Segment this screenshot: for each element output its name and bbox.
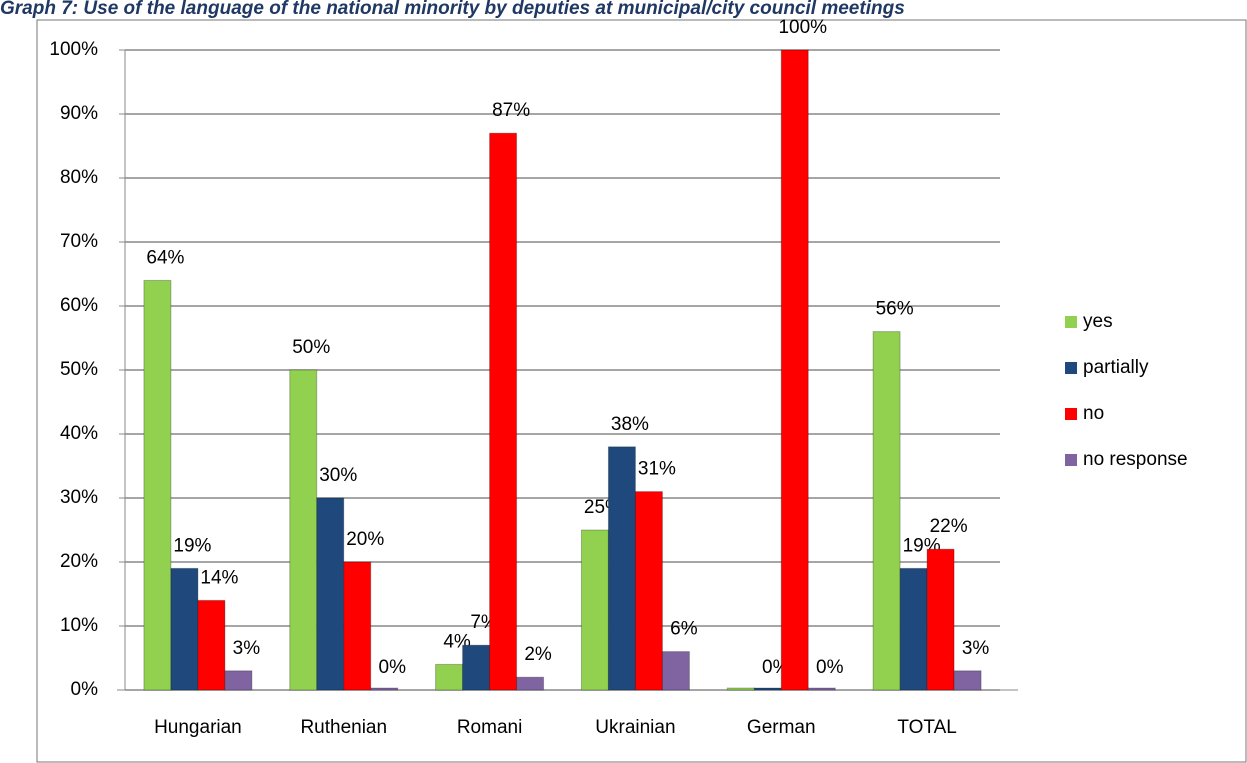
bar xyxy=(143,279,172,691)
bar xyxy=(926,548,955,691)
bar xyxy=(726,687,755,691)
legend-label: no xyxy=(1083,403,1104,424)
value-label: 56% xyxy=(876,299,914,320)
y-tick-label: 70% xyxy=(60,231,98,252)
y-tick-label: 80% xyxy=(60,167,98,188)
y-tick-label: 60% xyxy=(60,295,98,316)
chart-title: Graph 7: Use of the language of the nati… xyxy=(0,0,905,19)
bar xyxy=(753,687,782,691)
y-tick-label: 10% xyxy=(60,615,98,636)
bar xyxy=(197,599,226,691)
value-label: 20% xyxy=(346,529,384,550)
bar xyxy=(780,49,809,691)
bar xyxy=(289,369,318,691)
value-label: 0% xyxy=(816,657,844,678)
value-label: 2% xyxy=(524,644,552,665)
bar xyxy=(634,491,663,691)
value-label: 6% xyxy=(670,619,698,640)
bar xyxy=(316,497,345,691)
y-tick-label: 30% xyxy=(60,487,98,508)
value-label: 22% xyxy=(930,516,968,537)
bar xyxy=(899,567,928,691)
value-label: 87% xyxy=(492,100,530,121)
bar xyxy=(953,670,982,691)
bar xyxy=(224,670,253,691)
value-label: 31% xyxy=(638,459,676,480)
bar xyxy=(370,687,399,691)
value-label: 3% xyxy=(962,638,990,659)
value-label: 100% xyxy=(778,17,827,38)
value-label: 19% xyxy=(173,535,211,556)
x-tick-label: Ukrainian xyxy=(595,717,675,738)
x-tick-label: Ruthenian xyxy=(300,717,387,738)
y-tick-label: 0% xyxy=(71,679,99,700)
bar xyxy=(462,644,491,691)
bar xyxy=(343,561,372,691)
value-label: 50% xyxy=(292,337,330,358)
legend-swatch xyxy=(1065,362,1077,374)
bar xyxy=(489,132,518,691)
value-label: 3% xyxy=(233,638,261,659)
legend-label: partially xyxy=(1083,357,1149,378)
bar xyxy=(807,687,836,691)
x-tick-label: Romani xyxy=(457,717,522,738)
legend-label: yes xyxy=(1083,311,1113,332)
bar xyxy=(607,446,636,691)
bar xyxy=(872,331,901,691)
bar xyxy=(516,676,545,691)
bar xyxy=(435,663,464,691)
y-tick-label: 100% xyxy=(49,39,98,60)
value-label: 30% xyxy=(319,465,357,486)
legend-swatch xyxy=(1065,454,1077,466)
y-tick-label: 90% xyxy=(60,103,98,124)
x-tick-label: TOTAL xyxy=(897,717,956,738)
value-label: 0% xyxy=(379,657,407,678)
y-tick-label: 40% xyxy=(60,423,98,444)
value-label: 64% xyxy=(146,247,184,268)
y-tick-label: 50% xyxy=(60,359,98,380)
x-tick-label: Hungarian xyxy=(154,717,242,738)
x-tick-label: German xyxy=(747,717,816,738)
y-tick-label: 20% xyxy=(60,551,98,572)
value-label: 14% xyxy=(200,567,238,588)
legend-label: no response xyxy=(1083,449,1188,470)
legend-swatch xyxy=(1065,316,1077,328)
bar xyxy=(170,567,199,691)
bar xyxy=(580,529,609,691)
value-label: 38% xyxy=(611,414,649,435)
bar xyxy=(661,651,690,691)
legend-swatch xyxy=(1065,408,1077,420)
